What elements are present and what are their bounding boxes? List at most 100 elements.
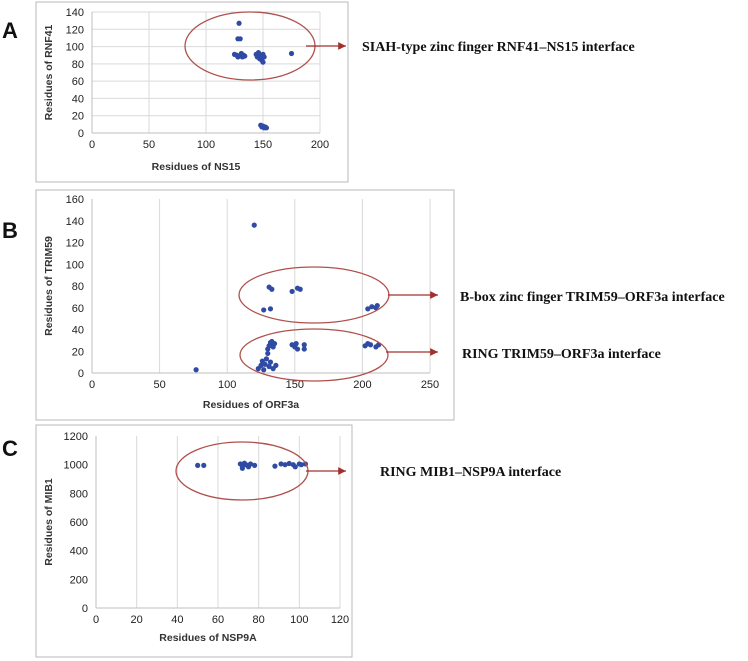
data-point — [289, 288, 295, 295]
x-tick-label: 100 — [218, 379, 236, 391]
scatter-plot-b: 0 50 100 150 200 250 0 20 40 60 80 100 120 140 160 Resi… — [43, 194, 439, 411]
y-tick-label: 120 — [66, 238, 84, 250]
data-point — [237, 36, 243, 42]
y-tick-label: 140 — [66, 216, 84, 228]
x-tick-label: 0 — [89, 379, 95, 391]
y-tick-label: 600 — [70, 517, 88, 529]
y-tick-label: 400 — [70, 546, 88, 558]
y-tick-label: 0 — [78, 128, 84, 140]
x-tick-label: 200 — [311, 139, 329, 151]
data-point — [269, 286, 275, 292]
x-tick-label: 200 — [353, 379, 371, 391]
y-tick-label: 0 — [78, 368, 84, 380]
data-point — [261, 367, 267, 373]
annotation-label-b-bottom: RING TRIM59–ORF3a interface — [462, 347, 661, 362]
data-point — [282, 462, 288, 468]
x-tick-label: 0 — [89, 139, 95, 151]
x-tick-label: 80 — [253, 614, 265, 626]
annotation-label-b-top: B-box zinc finger TRIM59–ORF3a interface — [460, 290, 725, 305]
y-tick-label: 140 — [66, 7, 84, 19]
data-point — [267, 306, 274, 312]
y-tick-label: 800 — [70, 488, 88, 500]
y-axis-title: Residues of TRIM59 — [43, 236, 55, 336]
x-tick-label: 150 — [286, 379, 304, 391]
x-tick-label: 100 — [290, 614, 308, 626]
y-tick-label: 40 — [72, 325, 84, 337]
data-point — [236, 20, 242, 26]
x-axis-title: Residues of NS15 — [152, 161, 241, 173]
data-point — [301, 342, 307, 348]
x-tick-label: 40 — [171, 614, 183, 626]
data-point — [266, 363, 272, 370]
data-point — [260, 59, 266, 65]
data-point — [269, 338, 275, 345]
y-tick-label: 40 — [72, 93, 84, 105]
data-point — [261, 307, 267, 313]
data-point — [242, 53, 248, 59]
x-tick-label: 20 — [131, 614, 143, 626]
x-tick-label: 50 — [143, 139, 155, 151]
y-tick-label: 1000 — [64, 460, 88, 472]
y-axis-title: Residues of MIB1 — [43, 478, 55, 566]
data-point — [267, 359, 274, 365]
y-tick-label: 80 — [72, 281, 84, 293]
x-tick-label: 50 — [153, 379, 165, 391]
x-axis-title: Residues of NSP9A — [159, 632, 257, 644]
y-tick-label: 60 — [72, 76, 84, 88]
data-point — [265, 346, 271, 352]
data-point — [292, 464, 298, 470]
y-tick-label: 100 — [66, 42, 84, 54]
data-point — [286, 460, 292, 467]
data-point — [239, 465, 245, 471]
data-point — [294, 346, 301, 352]
x-tick-label: 120 — [331, 614, 349, 626]
y-tick-label: 100 — [66, 259, 84, 271]
data-point — [261, 54, 267, 60]
y-tick-label: 160 — [66, 194, 84, 206]
y-tick-label: 200 — [70, 574, 88, 586]
y-tick-label: 20 — [72, 111, 84, 123]
chart-frame-b — [35, 189, 455, 421]
annotation-label-c: RING MIB1–NSP9A interface — [380, 465, 561, 480]
data-point — [201, 462, 207, 468]
x-tick-label: 0 — [93, 614, 99, 626]
y-axis-title: Residues of RNF41 — [43, 25, 55, 121]
data-point — [263, 356, 270, 362]
data-point — [272, 463, 278, 469]
chart-frame-a — [35, 1, 349, 183]
y-tick-label: 60 — [72, 303, 84, 315]
data-point — [263, 125, 270, 131]
data-point — [258, 362, 264, 368]
y-tick-label: 20 — [72, 346, 84, 358]
data-point — [374, 302, 380, 309]
scatter-plot-a: 0 50 100 150 200 0 20 40 60 80 100 120 140 Residues o… — [43, 7, 329, 173]
y-tick-label: 80 — [72, 59, 84, 71]
x-tick-label: 250 — [421, 379, 439, 391]
panel-letter-c: C — [2, 436, 18, 461]
data-point — [262, 361, 268, 367]
y-tick-label: 1200 — [64, 431, 88, 443]
scatter-plot-c: 0 20 40 60 80 100 120020040060080010001200Resi… — [43, 431, 349, 644]
data-point — [247, 461, 254, 467]
annotation-ellipse-b-bottom — [239, 328, 389, 382]
y-tick-label: 0 — [82, 603, 88, 615]
annotation-label-a: SIAH-type zinc finger RNF41–NS15 interfa… — [362, 40, 635, 55]
x-axis-title: Residues of ORF3a — [203, 399, 299, 411]
data-point — [193, 367, 199, 373]
data-point — [251, 222, 257, 228]
x-tick-label: 100 — [197, 139, 215, 151]
panel-letter-a: A — [2, 18, 18, 43]
data-point — [195, 462, 201, 468]
data-point — [265, 350, 271, 357]
data-point — [293, 341, 299, 347]
data-point — [278, 461, 284, 467]
data-point — [273, 362, 279, 368]
panel-letter-b: B — [2, 218, 18, 243]
x-tick-label: 150 — [254, 139, 272, 151]
data-point — [288, 50, 295, 57]
data-point — [298, 462, 304, 468]
data-point — [365, 306, 371, 312]
data-point — [252, 462, 258, 468]
data-point — [369, 304, 375, 310]
